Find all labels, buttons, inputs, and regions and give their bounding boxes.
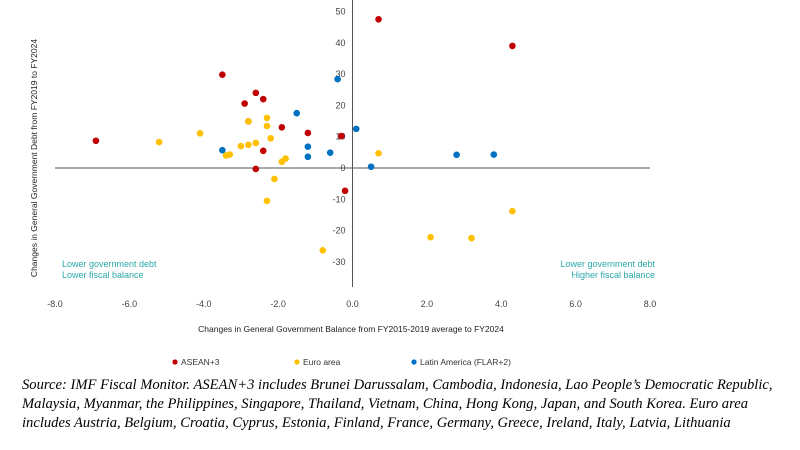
x-tick-labels: -8.0 -6.0 -4.0 -2.0 0.0 2.0 4.0 6.0 8.0 <box>47 299 656 309</box>
legend-marker <box>411 359 417 365</box>
data-point <box>263 197 271 205</box>
data-point <box>375 16 382 23</box>
quadrant-label-bottom-right-2: Higher fiscal balance <box>571 270 655 280</box>
y-tick-label: 40 <box>335 38 345 48</box>
legend-item: Euro area <box>294 357 341 367</box>
x-tick-label: 8.0 <box>644 299 657 309</box>
data-point <box>453 151 460 159</box>
x-tick-label: -4.0 <box>196 299 212 309</box>
data-point <box>219 146 226 154</box>
data-point <box>267 134 274 142</box>
data-point <box>237 142 245 150</box>
data-point <box>259 95 267 103</box>
data-point <box>252 139 260 147</box>
data-points <box>92 16 516 254</box>
legend-marker <box>172 359 178 365</box>
data-point <box>319 247 327 254</box>
x-tick-label: 0.0 <box>346 299 359 309</box>
legend-label: Euro area <box>303 357 341 367</box>
series-2 <box>219 75 498 171</box>
x-axis-title: Changes in General Government Balance fr… <box>198 324 504 334</box>
series-1 <box>155 114 516 254</box>
y-tick-label: 20 <box>335 100 345 110</box>
data-point <box>282 155 289 162</box>
data-point <box>304 129 312 137</box>
x-tick-label: 4.0 <box>495 299 508 309</box>
quadrant-label-bottom-left-1: Lower government debt <box>62 259 157 269</box>
y-tick-label: -20 <box>332 226 345 236</box>
x-tick-label: 6.0 <box>569 299 582 309</box>
data-point <box>509 42 516 50</box>
data-point <box>271 175 278 183</box>
quadrant-label-bottom-left-2: Lower fiscal balance <box>62 270 144 280</box>
y-tick-label: 50 <box>335 7 345 17</box>
data-point <box>219 71 226 79</box>
y-tick-label: 0 <box>340 163 345 173</box>
legend-label: ASEAN+3 <box>181 357 220 367</box>
data-point <box>263 114 271 122</box>
data-point <box>352 125 360 133</box>
data-point <box>304 153 312 161</box>
x-tick-label: -6.0 <box>122 299 138 309</box>
data-point <box>226 151 234 158</box>
x-tick-label: -2.0 <box>270 299 286 309</box>
quadrant-label-bottom-right-1: Lower government debt <box>560 259 655 269</box>
data-point <box>155 138 163 146</box>
scatter-chart: -8.0 -6.0 -4.0 -2.0 0.0 2.0 4.0 6.0 8.0 50 40 30 20… <box>29 0 656 367</box>
data-point <box>252 89 260 97</box>
data-point <box>196 129 204 137</box>
data-point <box>367 163 375 171</box>
data-point <box>241 100 248 107</box>
legend: ASEAN+3 Euro area Latin America (FLAR+2) <box>172 357 511 367</box>
data-point <box>245 118 252 125</box>
data-point <box>375 149 382 157</box>
data-point <box>334 75 341 83</box>
legend-item: ASEAN+3 <box>172 357 220 367</box>
data-point <box>490 151 498 158</box>
data-point <box>263 122 271 130</box>
data-point <box>326 149 334 156</box>
legend-label: Latin America (FLAR+2) <box>420 357 511 367</box>
data-point <box>92 137 100 145</box>
legend-item: Latin America (FLAR+2) <box>411 357 511 367</box>
data-point <box>427 233 434 241</box>
axes <box>55 0 650 287</box>
y-tick-label: 30 <box>335 69 345 79</box>
data-point <box>252 165 260 173</box>
series-0 <box>92 16 516 195</box>
data-point <box>509 207 516 215</box>
data-point <box>304 143 312 151</box>
x-tick-label: -8.0 <box>47 299 63 309</box>
y-axis-title: Changes in General Government Debt from … <box>29 39 39 277</box>
source-note: Source: IMF Fiscal Monitor. ASEAN+3 incl… <box>22 377 773 431</box>
data-point <box>293 109 301 117</box>
legend-marker <box>294 359 300 365</box>
data-point <box>468 234 475 242</box>
data-point <box>341 187 349 195</box>
data-point <box>259 147 267 155</box>
data-point <box>245 141 252 149</box>
y-tick-label: -30 <box>332 257 345 267</box>
data-point <box>278 124 286 131</box>
y-tick-label: -10 <box>332 194 345 204</box>
data-point <box>338 132 345 140</box>
x-tick-label: 2.0 <box>421 299 434 309</box>
